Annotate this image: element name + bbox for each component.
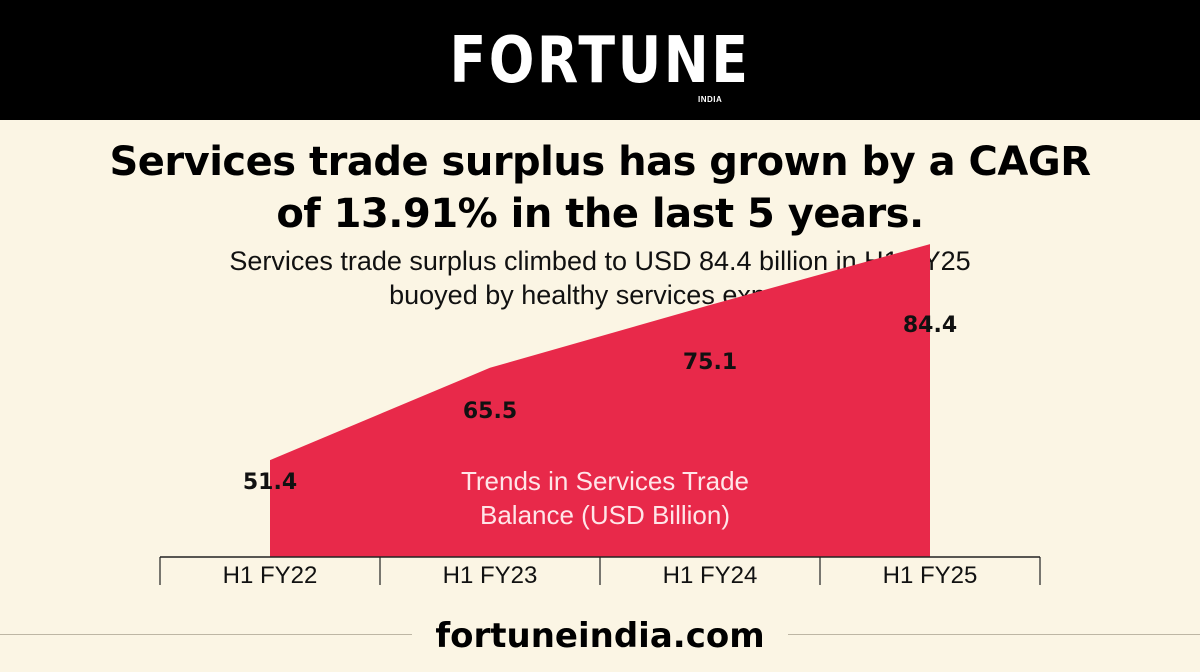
data-label: 84.4	[903, 313, 957, 338]
chart-title-line-1: Trends in Services Trade	[460, 466, 750, 496]
chart-area-layer	[270, 244, 930, 557]
fortune-logo-india: INDIA	[698, 95, 723, 104]
fortune-logo: FORTUNE	[449, 24, 751, 98]
footer-rule-left	[0, 634, 412, 635]
x-tick-label: H1 FY22	[223, 562, 318, 589]
chart-title-line-2: Balance (USD Billion)	[480, 500, 730, 530]
chart-axis-layer	[159, 556, 1041, 585]
headline-line-2: of 13.91% in the last 5 years.	[276, 191, 924, 237]
data-label: 75.1	[683, 350, 737, 375]
x-tick-label: H1 FY25	[883, 562, 978, 589]
chart-labels-layer: H1 FY22 H1 FY23 H1 FY24 H1 FY25 51.4 65.5 75.1…	[223, 313, 978, 589]
headline: Services trade surplus has grown by a CA…	[0, 136, 1200, 240]
headline-line-1: Services trade surplus has grown by a CA…	[109, 139, 1091, 185]
masthead: FORTUNE INDIA	[0, 0, 1200, 120]
chart-title: Trends in Services Trade Balance (USD Bi…	[400, 464, 810, 532]
footer-site-url: fortuneindia.com	[435, 616, 765, 656]
data-label: 51.4	[243, 470, 297, 495]
x-tick-label: H1 FY23	[443, 562, 538, 589]
footer-rule-right	[788, 634, 1200, 635]
x-tick-label: H1 FY24	[663, 562, 758, 589]
data-label: 65.5	[463, 399, 517, 424]
area-series-fill	[270, 244, 930, 557]
